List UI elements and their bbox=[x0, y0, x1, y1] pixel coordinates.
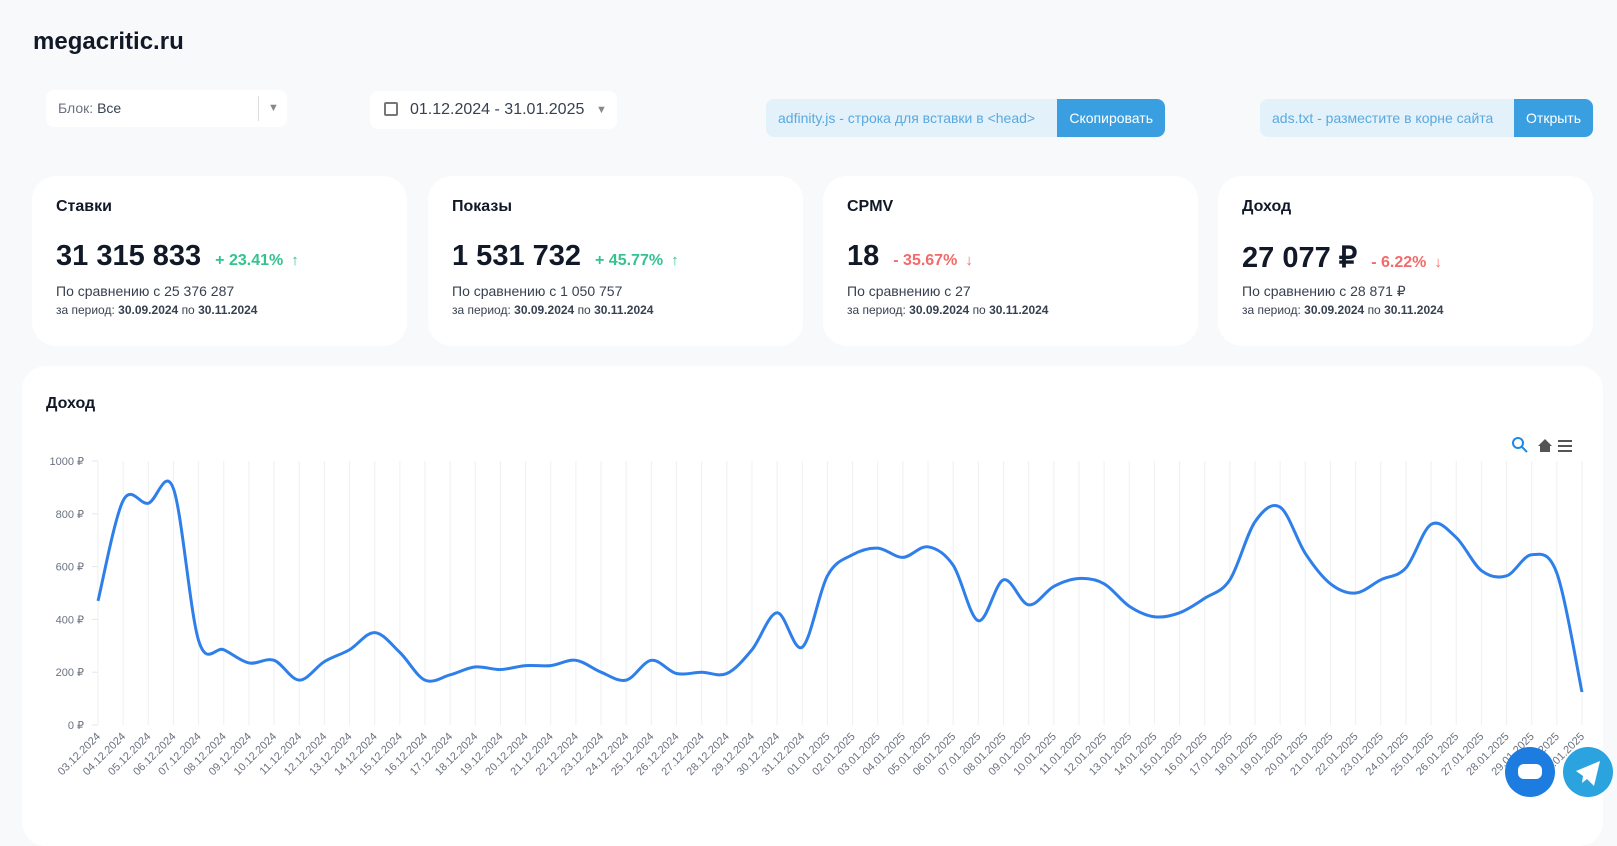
chat-icon bbox=[1518, 764, 1542, 779]
date-picker[interactable]: 01.12.2024 - 31.01.2025 ▼ bbox=[370, 91, 617, 129]
trend-arrow: ↓ bbox=[1434, 254, 1442, 271]
period-label: за период: bbox=[847, 303, 906, 317]
period-to: 30.11.2024 bbox=[989, 303, 1049, 317]
card-value: 18 - 35.67% ↓ bbox=[847, 240, 973, 273]
y-tick-label: 200 ₽ bbox=[56, 667, 84, 679]
site-name: megacritic.ru bbox=[33, 28, 184, 55]
period-sep: по bbox=[181, 303, 195, 317]
stat-card: Доход 27 077 ₽ - 6.22% ↓ По сравнению с 28 8… bbox=[1218, 176, 1593, 346]
snippet-text: adfinity.js - строка для вставки в <head… bbox=[778, 110, 1036, 126]
block-select[interactable]: Блок: Все ▼ bbox=[46, 90, 287, 127]
trend-arrow: ↓ bbox=[965, 252, 973, 269]
card-compare: По сравнению с 1 050 757 bbox=[452, 283, 623, 299]
card-change: + 23.41% bbox=[215, 252, 284, 269]
card-number: 31 315 833 bbox=[56, 240, 202, 272]
period-sep: по bbox=[577, 303, 591, 317]
card-number: 18 bbox=[847, 240, 880, 272]
card-compare: По сравнению с 28 871 ₽ bbox=[1242, 283, 1406, 299]
period-from: 30.09.2024 bbox=[118, 303, 179, 317]
card-title: CPMV bbox=[847, 198, 894, 215]
period-to: 30.11.2024 bbox=[198, 303, 258, 317]
card-period: за период: 30.09.2024 по 30.11.2024 bbox=[1242, 303, 1443, 317]
period-from: 30.09.2024 bbox=[909, 303, 970, 317]
toolbar bbox=[1512, 437, 1572, 453]
period-from: 30.09.2024 bbox=[1304, 303, 1365, 317]
zoom-icon[interactable] bbox=[1512, 437, 1524, 449]
card-value: 31 315 833 + 23.41% ↑ bbox=[56, 240, 299, 273]
stat-card: CPMV 18 - 35.67% ↓ По сравнению с 27 за перио… bbox=[823, 176, 1198, 346]
stat-card: Ставки 31 315 833 + 23.41% ↑ По сравнению с … bbox=[32, 176, 407, 346]
trend-arrow: ↑ bbox=[291, 252, 299, 269]
card-period: за период: 30.09.2024 по 30.11.2024 bbox=[452, 303, 653, 317]
card-compare: По сравнению с 27 bbox=[847, 283, 971, 299]
line bbox=[96, 479, 1584, 693]
period-sep: по bbox=[972, 303, 986, 317]
card-number: 1 531 732 bbox=[452, 240, 582, 272]
trend-arrow: ↑ bbox=[671, 252, 679, 269]
snippet: ads.txt - разместите в корне сайта Открыт… bbox=[1260, 99, 1593, 137]
card-period: за период: 30.09.2024 по 30.11.2024 bbox=[847, 303, 1048, 317]
snippet-text: ads.txt - разместите в корне сайта bbox=[1272, 110, 1494, 126]
period-to: 30.11.2024 bbox=[1384, 303, 1444, 317]
block-label: Блок: bbox=[58, 100, 94, 116]
y-tick-label: 800 ₽ bbox=[56, 509, 84, 521]
card-compare: По сравнению с 25 376 287 bbox=[56, 283, 235, 299]
calendar-icon bbox=[384, 102, 398, 116]
divider bbox=[258, 96, 259, 121]
period-label: за период: bbox=[1242, 303, 1301, 317]
card-number: 27 077 ₽ bbox=[1242, 242, 1358, 274]
card-title: Показы bbox=[452, 198, 512, 215]
card-change: - 6.22% bbox=[1371, 254, 1427, 271]
y-tick-label: 1000 ₽ bbox=[49, 456, 84, 468]
period-from: 30.09.2024 bbox=[514, 303, 575, 317]
menu-icon[interactable] bbox=[1558, 440, 1572, 452]
period-label: за период: bbox=[452, 303, 511, 317]
telegram-icon bbox=[1576, 761, 1600, 786]
block-value: Все bbox=[97, 100, 122, 116]
card-change: - 35.67% bbox=[893, 252, 958, 269]
period-to: 30.11.2024 bbox=[594, 303, 654, 317]
period-label: за период: bbox=[56, 303, 115, 317]
zoom-icon bbox=[1521, 446, 1528, 453]
y-tick-label: 600 ₽ bbox=[56, 562, 84, 574]
card-title: Ставки bbox=[56, 198, 112, 215]
open-button[interactable]: Открыть bbox=[1514, 99, 1593, 137]
snippet: adfinity.js - строка для вставки в <head… bbox=[766, 99, 1165, 137]
y-tick-label: 400 ₽ bbox=[56, 614, 84, 626]
chart-title: Доход bbox=[46, 395, 95, 412]
stat-card: Показы 1 531 732 + 45.77% ↑ По сравнению с 1… bbox=[428, 176, 803, 346]
dropdown-arrow: ▼ bbox=[596, 104, 607, 116]
card-title: Доход bbox=[1242, 198, 1292, 215]
home-icon[interactable] bbox=[1538, 439, 1552, 452]
dropdown-arrow: ▼ bbox=[268, 102, 279, 114]
copy-button[interactable]: Скопировать bbox=[1057, 99, 1165, 137]
chart-card bbox=[22, 366, 1603, 846]
card-value: 1 531 732 + 45.77% ↑ bbox=[452, 240, 679, 273]
card-change: + 45.77% bbox=[595, 252, 664, 269]
card-value: 27 077 ₽ - 6.22% ↓ bbox=[1242, 240, 1442, 275]
period-sep: по bbox=[1367, 303, 1381, 317]
y-tick-label: 0 ₽ bbox=[68, 720, 84, 732]
date-range: 01.12.2024 - 31.01.2025 bbox=[410, 101, 585, 118]
card-period: за период: 30.09.2024 по 30.11.2024 bbox=[56, 303, 257, 317]
